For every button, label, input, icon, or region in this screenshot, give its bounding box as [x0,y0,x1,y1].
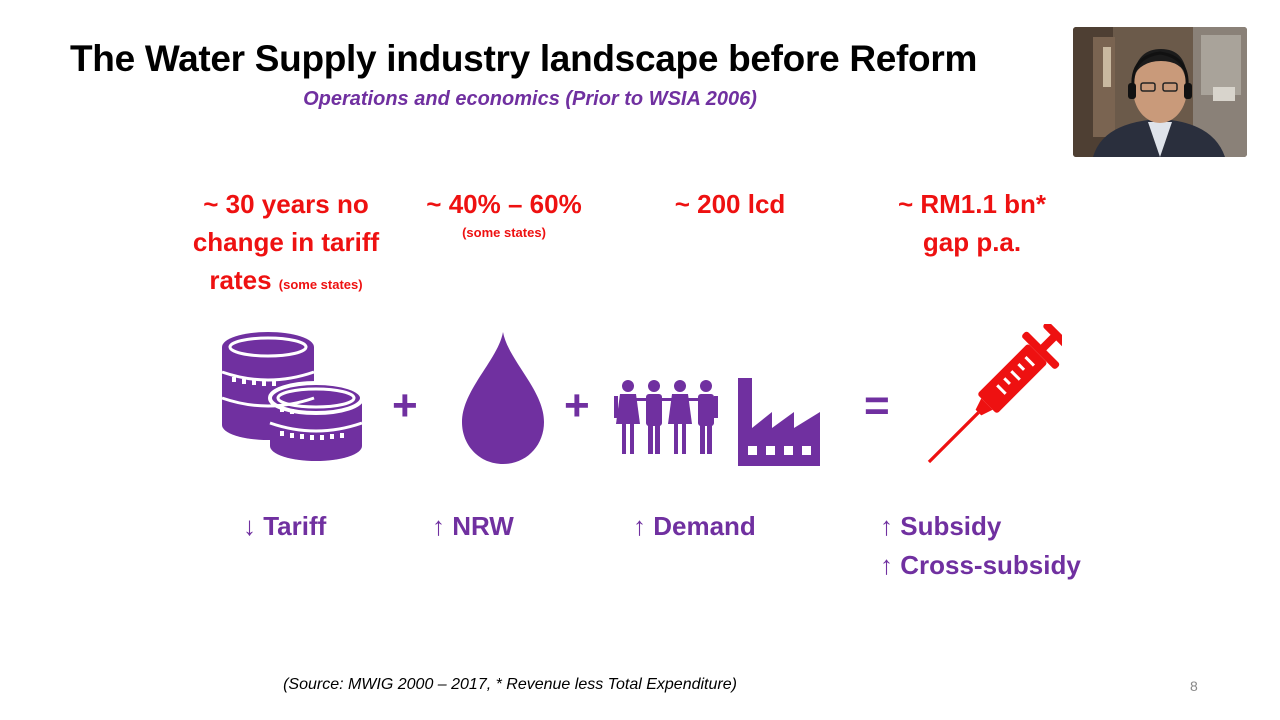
stat-nrw: ~ 40% – 60% [404,185,604,223]
stat-nrw-value: ~ 40% – 60% [426,189,582,219]
syringe-icon [926,324,1062,470]
stat-tariff-line3: rates [209,265,272,295]
source-note: (Source: MWIG 2000 – 2017, * Revenue les… [283,676,737,693]
stat-gap-line1: ~ RM1.1 bn* [897,189,1047,219]
label-tariff: ↓ Tariff [243,511,327,541]
label-cross-subsidy: ↑ Cross-subsidy [880,550,1081,580]
people-icon [614,378,722,458]
stat-tariff-note: (some states) [278,277,363,292]
slide-subtitle: Operations and economics (Prior to WSIA … [303,88,757,110]
label-demand: ↑ Demand [633,511,756,541]
stat-demand-value: ~ 200 lcd [674,189,786,219]
equals-operator: = [864,381,890,430]
label-nrw: ↑ NRW [432,511,514,541]
page-number: 8 [1190,678,1198,694]
factory-icon [736,376,822,468]
presenter-video [1073,27,1247,157]
plus-operator-2: + [564,381,590,430]
stat-tariff-line1: ~ 30 years no [203,189,369,219]
plus-operator-1: + [392,381,418,430]
stat-demand: ~ 200 lcd [630,185,830,223]
stat-nrw-note: (some states) [462,225,546,240]
stat-gap: ~ RM1.1 bn* gap p.a. [860,185,1084,261]
label-subsidy: ↑ Subsidy [880,511,1002,541]
slide-title: The Water Supply industry landscape befo… [70,38,978,79]
water-drop-icon [460,330,546,465]
coins-icon [220,330,365,465]
stat-gap-line2: gap p.a. [922,227,1022,257]
stat-tariff: ~ 30 years no change in tariff rates (so… [168,185,404,304]
stat-tariff-line3-row: rates (some states) [168,261,404,304]
stat-tariff-line2: change in tariff [192,227,380,257]
